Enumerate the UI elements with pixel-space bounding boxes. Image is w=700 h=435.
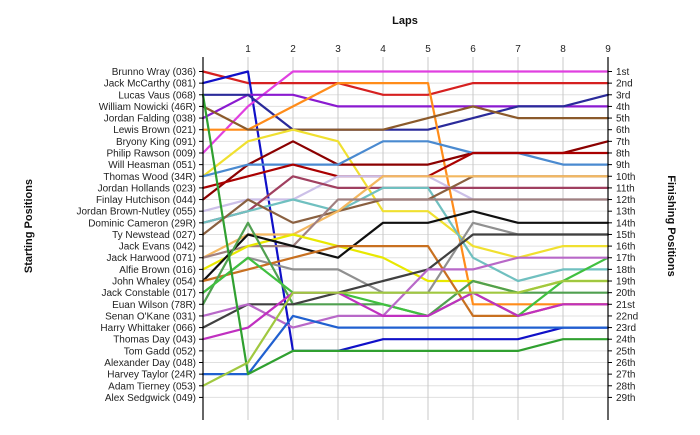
driver-label: Will Heasman (051) xyxy=(108,160,196,171)
driver-label: Thomas Day (043) xyxy=(113,335,196,346)
driver-label: Adam Tierney (053) xyxy=(108,381,196,392)
series-line-10 xyxy=(201,140,610,178)
series-line-12 xyxy=(201,175,610,213)
series-line-24 xyxy=(201,233,610,329)
driver-label: John Whaley (054) xyxy=(112,277,196,288)
finishing-position-label: 19th xyxy=(616,277,635,288)
driver-label: Jordan Falding (038) xyxy=(104,114,196,125)
driver-label: Ty Newstead (027) xyxy=(112,230,196,241)
x-tick-label: 9 xyxy=(605,44,611,55)
x-tick-label: 2 xyxy=(290,44,296,55)
driver-label: Thomas Wood (34R) xyxy=(103,172,196,183)
series-line-7 xyxy=(201,105,610,131)
finishing-position-label: 23rd xyxy=(616,323,636,334)
finishing-position-label: 28th xyxy=(616,381,635,392)
starting-position-labels: Brunno Wray (036)Jack McCarthy (081)Luca… xyxy=(77,67,197,404)
x-axis-title: Laps xyxy=(392,15,418,27)
finishing-position-label: 1st xyxy=(616,67,630,78)
finishing-position-label: 29th xyxy=(616,393,635,404)
finishing-position-label: 7th xyxy=(616,137,630,148)
driver-label: Alfie Brown (016) xyxy=(119,265,196,276)
driver-label: Philip Rawson (009) xyxy=(107,148,197,159)
driver-label: Tom Gadd (052) xyxy=(124,346,196,357)
driver-label: Senan O'Kane (031) xyxy=(105,311,196,322)
finishing-position-label: 9th xyxy=(616,160,630,171)
finishing-position-label: 8th xyxy=(616,148,630,159)
finishing-position-label: 18th xyxy=(616,265,635,276)
finishing-position-label: 20th xyxy=(616,288,635,299)
series-line-28 xyxy=(201,93,610,376)
series-line-29 xyxy=(201,279,610,387)
series-line-8 xyxy=(201,128,610,259)
driver-label: Dominic Cameron (29R) xyxy=(88,218,196,229)
driver-label: Alex Sedgwick (049) xyxy=(105,393,196,404)
series-line-27 xyxy=(201,314,610,376)
driver-label: William Nowicki (46R) xyxy=(99,102,196,113)
driver-label: Jack McCarthy (081) xyxy=(104,79,196,90)
x-tick-labels: 1 2 3 4 5 6 7 8 9 xyxy=(245,44,611,55)
finishing-position-label: 3rd xyxy=(616,90,630,101)
driver-label: Jack Constable (017) xyxy=(102,288,197,299)
y-axis-title-left: Starting Positions xyxy=(23,179,35,273)
driver-label: Jack Evans (042) xyxy=(119,242,196,253)
finishing-position-label: 27th xyxy=(616,370,635,381)
series-line-17 xyxy=(201,198,610,259)
driver-label: Lucas Vaus (068) xyxy=(118,90,196,101)
finishing-position-label: 11th xyxy=(616,183,635,194)
driver-label: Jordan Hollands (023) xyxy=(98,183,196,194)
driver-label: Alexander Day (048) xyxy=(104,358,196,369)
finishing-position-label: 16th xyxy=(616,242,635,253)
series-line-15 xyxy=(201,175,610,236)
finishing-position-label: 22nd xyxy=(616,311,638,322)
x-tick-label: 6 xyxy=(470,44,476,55)
finishing-position-label: 14th xyxy=(616,218,635,229)
driver-label: Jordan Brown-Nutley (055) xyxy=(77,207,197,218)
series-line-19 xyxy=(201,210,610,283)
driver-label: Harry Whittaker (066) xyxy=(100,323,196,334)
finishing-position-label: 21st xyxy=(616,300,635,311)
finishing-position-label: 4th xyxy=(616,102,630,113)
series-line-26 xyxy=(201,291,610,341)
axes xyxy=(199,57,612,420)
finishing-position-label: 10th xyxy=(616,172,635,183)
series-line-16 xyxy=(201,175,610,259)
finishing-position-label: 15th xyxy=(616,230,635,241)
driver-label: Euan Wilson (78R) xyxy=(112,300,196,311)
driver-label: Finlay Hutchison (044) xyxy=(96,195,196,206)
series-line-23 xyxy=(201,256,610,317)
x-tick-label: 3 xyxy=(335,44,341,55)
x-tick-label: 5 xyxy=(425,44,431,55)
driver-label: Brunno Wray (036) xyxy=(112,67,196,78)
series-line-1 xyxy=(201,70,610,96)
x-tick-label: 4 xyxy=(380,44,386,55)
series-lines xyxy=(201,70,610,387)
finishing-position-label: 2nd xyxy=(616,79,633,90)
finishing-position-label: 17th xyxy=(616,253,635,264)
driver-label: Harvey Taylor (24R) xyxy=(107,370,196,381)
finishing-position-label: 5th xyxy=(616,114,630,125)
series-line-14 xyxy=(201,186,610,283)
driver-label: Lewis Brown (021) xyxy=(113,125,196,136)
finishing-position-label: 6th xyxy=(616,125,630,136)
driver-label: Bryony King (091) xyxy=(116,137,196,148)
x-tick-label: 1 xyxy=(245,44,251,55)
finishing-position-label: 12th xyxy=(616,195,635,206)
series-line-6 xyxy=(201,81,610,306)
driver-label: Jack Harwood (071) xyxy=(107,253,196,264)
y-axis-title-right: Finishing Positions xyxy=(665,175,677,276)
finishing-position-label: 13th xyxy=(616,207,635,218)
finishing-position-label: 25th xyxy=(616,346,635,357)
x-tick-label: 8 xyxy=(560,44,566,55)
series-line-3 xyxy=(201,70,610,155)
x-tick-label: 7 xyxy=(515,44,521,55)
finishing-position-label: 26th xyxy=(616,358,635,369)
finishing-position-label: 24th xyxy=(616,335,635,346)
finishing-position-labels: 1st2nd3rd4th5th6th7th8th9th10th11th12th1… xyxy=(616,67,638,404)
series-line-5 xyxy=(201,93,610,131)
